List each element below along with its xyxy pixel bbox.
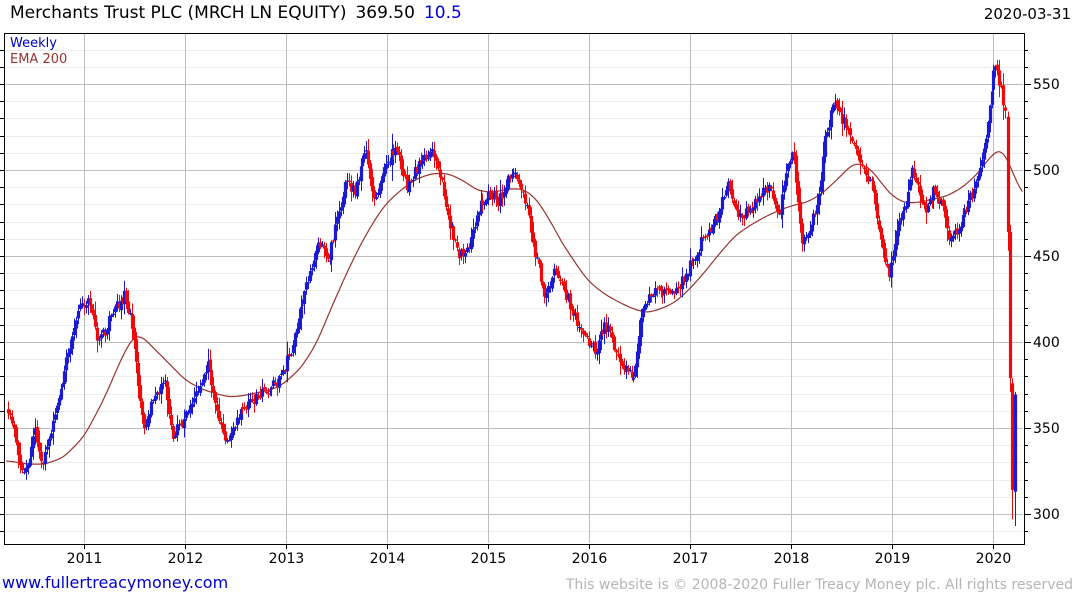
axis-labels: 2011 2012 2013 2014 2015 2016 2017 2018 2019 2020…	[67, 77, 1060, 567]
x-tick-label: 2014	[370, 551, 406, 567]
x-tick-label: 2012	[168, 551, 204, 567]
last-price: 369.50	[355, 3, 415, 23]
x-tick-label: 2020	[976, 551, 1012, 567]
candles-layer	[6, 59, 1018, 526]
x-tick-label: 2013	[269, 551, 305, 567]
x-tick-label: 2015	[471, 551, 507, 567]
axes	[0, 33, 1031, 549]
y-tick-label: 350	[1033, 421, 1060, 437]
legend-ema-200: EMA 200	[10, 52, 68, 67]
ema-200-line	[6, 151, 1023, 465]
legend-series-weekly: Weekly	[10, 36, 57, 51]
chart-title: Merchants Trust PLC (MRCH LN EQUITY) 369.…	[10, 3, 462, 23]
price-change: 10.5	[423, 3, 462, 23]
y-tick-label: 450	[1033, 249, 1060, 265]
x-tick-label: 2018	[774, 551, 810, 567]
y-tick-label: 550	[1033, 77, 1060, 93]
plot-border	[4, 33, 1025, 545]
copyright-text: This website is © 2008-2020 Fuller Treac…	[565, 577, 1073, 593]
instrument-name: Merchants Trust PLC (MRCH LN EQUITY)	[10, 3, 347, 23]
x-tick-label: 2017	[673, 551, 709, 567]
y-tick-label: 500	[1033, 163, 1060, 179]
site-link[interactable]: www.fullertreacymoney.com	[2, 573, 229, 592]
x-tick-label: 2011	[67, 551, 103, 567]
grid-lines	[5, 34, 1023, 543]
x-tick-label: 2019	[875, 551, 911, 567]
ema-line-layer	[6, 151, 1023, 465]
x-tick-label: 2016	[572, 551, 608, 567]
y-tick-label: 400	[1033, 335, 1060, 351]
chart-date: 2020-03-31	[983, 5, 1071, 23]
y-tick-label: 300	[1033, 507, 1060, 523]
